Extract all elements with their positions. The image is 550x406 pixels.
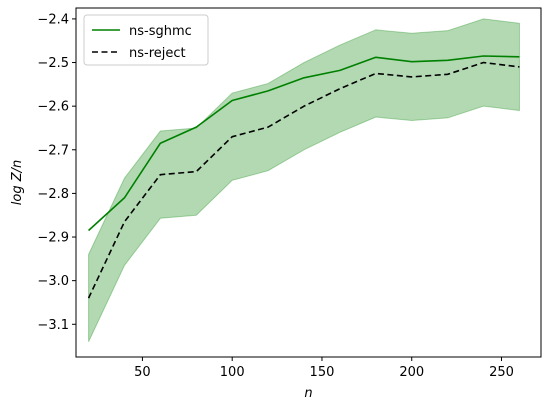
y-tick-label: −2.8 bbox=[37, 187, 69, 202]
x-tick-label: 250 bbox=[489, 365, 514, 380]
x-tick-label: 200 bbox=[399, 365, 424, 380]
y-axis-ticks: −3.1 −3.0 −2.9 −2.8 −2.7 −2.6 −2.5 −2.4 bbox=[37, 12, 76, 333]
y-tick-label: −2.4 bbox=[37, 12, 69, 27]
x-tick-label: 150 bbox=[310, 365, 335, 380]
series-line-ns-sghmc bbox=[88, 55, 520, 232]
x-axis-label: n bbox=[304, 386, 312, 401]
x-axis-ticks: 50 100 150 200 250 bbox=[134, 357, 514, 380]
x-tick-label: 50 bbox=[134, 365, 151, 380]
legend-label-ns-reject: ns-reject bbox=[129, 46, 186, 61]
x-tick-label: 100 bbox=[220, 365, 245, 380]
y-tick-label: −3.0 bbox=[37, 274, 69, 289]
legend-label-ns-sghmc: ns-sghmc bbox=[129, 24, 192, 39]
y-tick-label: −2.7 bbox=[37, 143, 69, 158]
y-tick-label: −2.9 bbox=[37, 231, 69, 246]
plot-frame bbox=[75, 7, 542, 358]
y-axis-label: log Z/n bbox=[10, 160, 25, 205]
y-tick-label: −2.6 bbox=[37, 100, 69, 115]
legend: ns-sghmc ns-reject bbox=[83, 14, 209, 66]
confidence-band-layer bbox=[88, 18, 520, 342]
y-tick-label: −2.5 bbox=[37, 56, 69, 71]
confidence-band bbox=[88, 18, 520, 342]
y-tick-label: −3.1 bbox=[37, 318, 69, 333]
series-line-ns-reject bbox=[87, 61, 520, 299]
series-layer bbox=[87, 55, 520, 299]
